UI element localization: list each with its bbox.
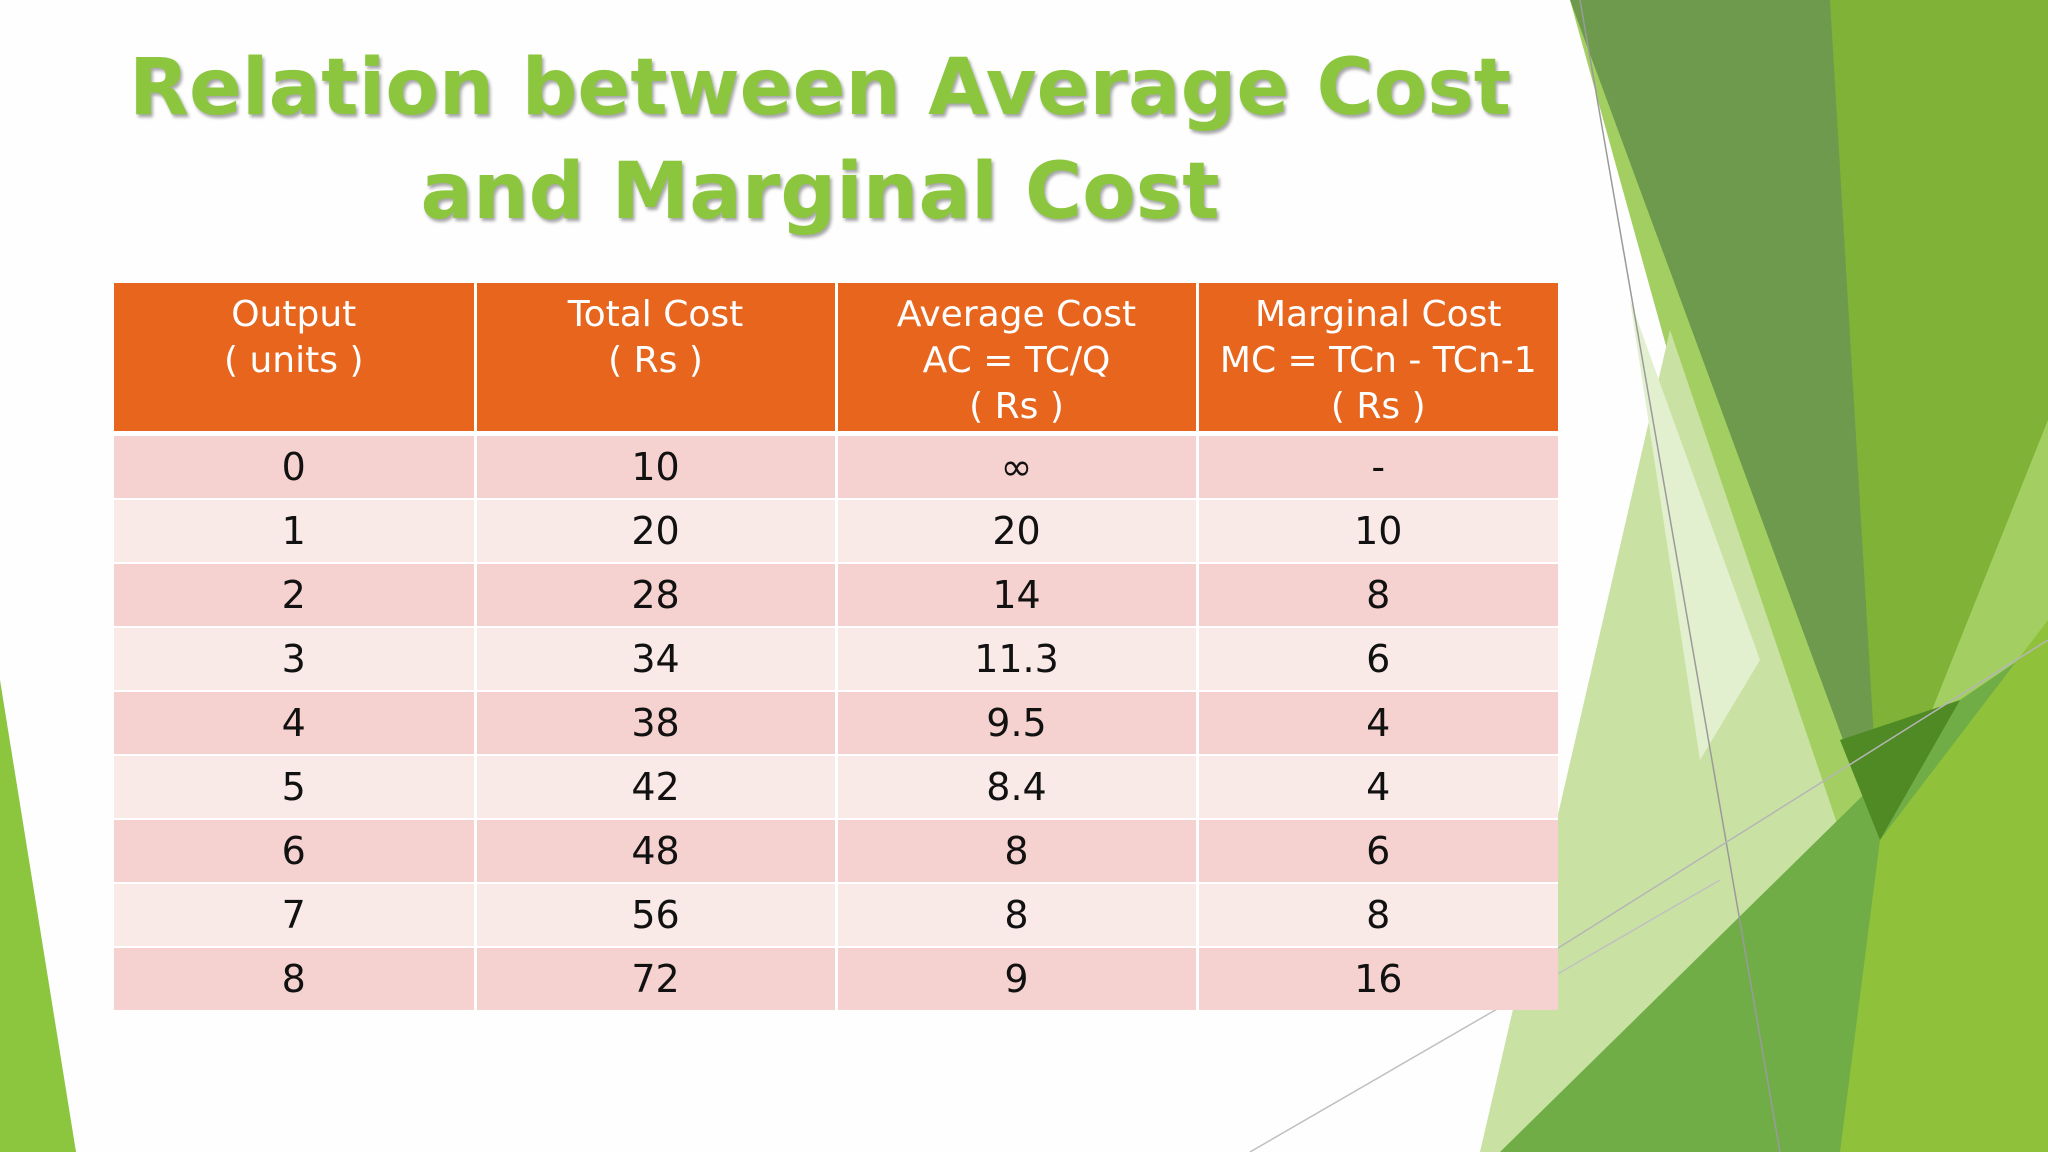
header-marginal-cost: Marginal Cost MC = TCn - TCn-1 ( Rs ) [1195,283,1558,436]
green-shape [1630,300,1760,760]
header-line: Output [231,294,357,335]
cell-output: 3 [114,626,477,691]
cell-marginal-cost: - [1195,432,1558,499]
header-average-cost: Average Cost AC = TC/Q ( Rs ) [834,283,1199,436]
header-line: ( Rs ) [969,386,1064,427]
table-row: 3 34 11.3 6 [114,626,1558,691]
cell-total-cost: 72 [473,946,838,1010]
cell-total-cost: 56 [473,882,838,947]
table-row: 7 56 8 8 [114,882,1558,947]
accent-line [1554,639,2048,951]
cell-marginal-cost: 8 [1195,562,1558,627]
table-body: 0 10 ∞ - 1 20 20 10 2 28 14 8 [114,432,1558,1010]
accent-line [1579,0,1781,1152]
table-row: 0 10 ∞ - [114,432,1558,499]
cell-marginal-cost: 8 [1195,882,1558,947]
cell-marginal-cost: 10 [1195,498,1558,563]
cell-average-cost: ∞ [834,432,1199,499]
green-shape [1570,0,1880,840]
cell-total-cost: 42 [473,754,838,819]
cell-output: 4 [114,690,477,755]
header-line: ( Rs ) [1330,386,1426,427]
table-row: 8 72 9 16 [114,946,1558,1010]
cell-average-cost: 8 [834,882,1199,947]
table-row: 2 28 14 8 [114,562,1558,627]
cell-output: 7 [114,882,477,947]
cell-total-cost: 28 [473,562,838,627]
cell-output: 0 [114,432,477,499]
table-row: 1 20 20 10 [114,498,1558,563]
cost-table-container: Output ( units ) Total Cost ( Rs ) Avera… [114,283,1558,1010]
cell-total-cost: 34 [473,626,838,691]
cell-total-cost: 20 [473,498,838,563]
header-output: Output ( units ) [114,283,477,436]
cell-average-cost: 8.4 [834,754,1199,819]
table-row: 4 38 9.5 4 [114,690,1558,755]
green-shape [1840,620,2048,1152]
cell-marginal-cost: 4 [1195,754,1558,819]
header-total-cost: Total Cost ( Rs ) [473,283,838,436]
header-line: MC = TCn - TCn-1 [1219,340,1537,381]
cell-average-cost: 14 [834,562,1199,627]
table-row: 6 48 8 6 [114,818,1558,883]
cell-total-cost: 48 [473,818,838,883]
cell-marginal-cost: 6 [1195,818,1558,883]
cell-marginal-cost: 16 [1195,946,1558,1010]
header-line: Total Cost [567,294,744,335]
table-row: 5 42 8.4 4 [114,754,1558,819]
cell-output: 5 [114,754,477,819]
slide-title: Relation between Average Cost and Margin… [128,43,1512,237]
header-line: AC = TC/Q [922,340,1111,381]
cell-average-cost: 20 [834,498,1199,563]
green-shape [1840,700,1960,840]
accent-line [1249,879,1721,1152]
header-line: ( units ) [224,340,364,381]
header-line: Marginal Cost [1255,294,1502,335]
green-shape [0,680,76,1152]
header-line: Average Cost [896,294,1137,335]
cell-average-cost: 9.5 [834,690,1199,755]
cost-table: Output ( units ) Total Cost ( Rs ) Avera… [114,283,1558,1010]
cell-marginal-cost: 4 [1195,690,1558,755]
header-line: ( Rs ) [608,340,703,381]
table-header: Output ( units ) Total Cost ( Rs ) Avera… [114,283,1558,436]
cell-marginal-cost: 6 [1195,626,1558,691]
green-shape [1830,0,2048,840]
cell-output: 8 [114,946,477,1010]
cell-average-cost: 8 [834,818,1199,883]
cell-output: 2 [114,562,477,627]
header-row: Output ( units ) Total Cost ( Rs ) Avera… [114,283,1558,436]
cell-output: 6 [114,818,477,883]
cell-average-cost: 9 [834,946,1199,1010]
cell-average-cost: 11.3 [834,626,1199,691]
cell-output: 1 [114,498,477,563]
cell-total-cost: 10 [473,432,838,499]
cell-total-cost: 38 [473,690,838,755]
